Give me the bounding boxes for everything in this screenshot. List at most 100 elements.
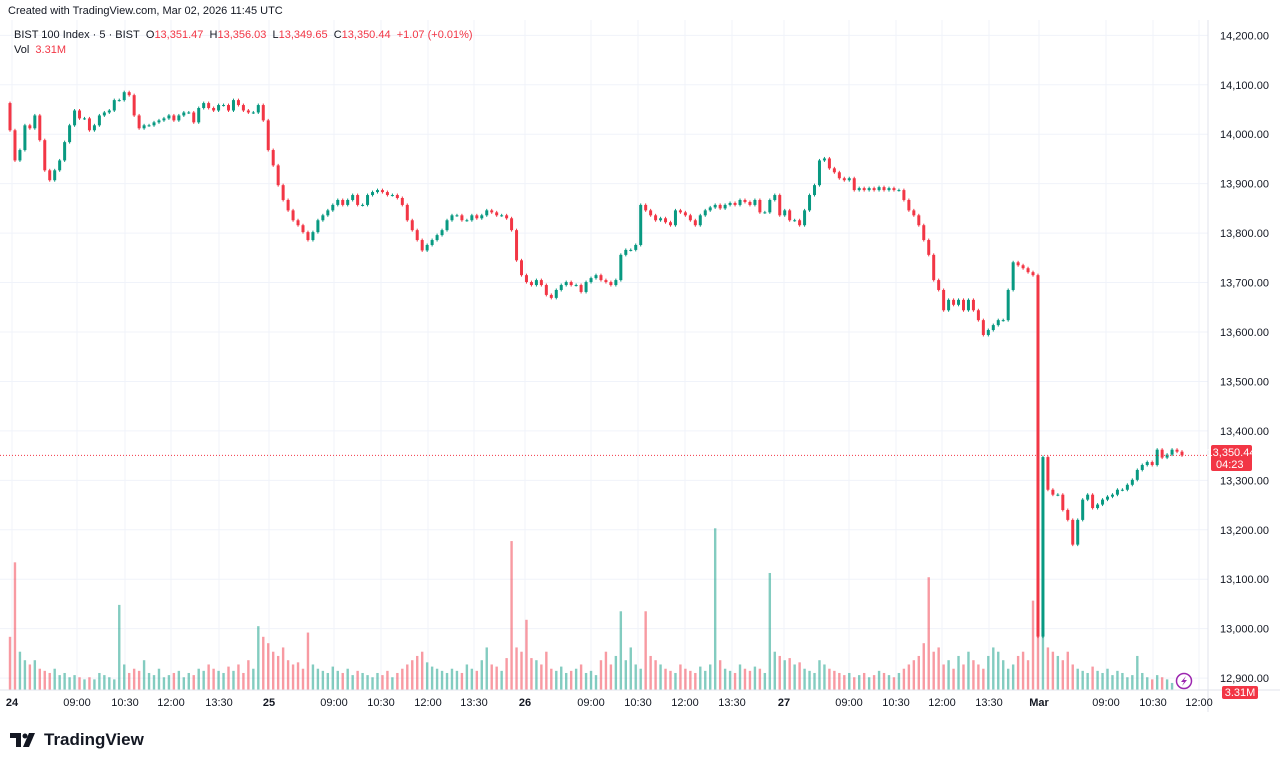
candle-body [758,199,762,213]
time-tick-label: 10:30 [624,697,652,709]
candle-body [251,112,255,114]
price-axis: 14,200.00 14,100.00 14,000.00 13,900.00 13,8… [1220,30,1269,685]
price-tick-label: 14,200.00 [1220,30,1269,42]
volume-bar [828,668,831,690]
volume-bar [848,672,851,690]
volume-bar [336,670,339,690]
candle-body [202,103,206,109]
candle-body [301,225,305,233]
candle-body [505,215,509,219]
candle-body [1175,449,1179,452]
volume-bar [510,541,513,690]
candle-body [942,289,946,311]
candle-body [1135,469,1139,480]
candle-body [266,120,270,151]
volume-bar [649,655,652,690]
volume-bar [1136,655,1139,690]
candle-body [236,100,240,106]
candle-body [882,187,886,191]
candle-body [445,220,449,231]
candle-body [500,215,504,217]
candle-body [490,210,494,213]
lightning-icon[interactable] [1175,672,1193,690]
time-tick-label: 10:30 [111,697,139,709]
candle-body [813,185,817,196]
volume-bar [748,670,752,690]
volume-bar [669,670,672,690]
candle-body [1140,465,1144,470]
volume-bar [833,670,836,690]
candle-body [857,188,861,191]
candle-body [311,232,315,241]
volume-bar [773,651,776,690]
price-tick-label: 13,800.00 [1220,228,1269,240]
candle-body [1011,262,1015,290]
volume-bar [237,664,240,690]
volume-bar [599,660,603,690]
candle-body [167,115,171,119]
volume-bar [912,660,916,690]
volume-bar [470,668,474,690]
candle-body [743,199,747,202]
volume-bar [1031,600,1035,690]
candle-body [132,95,136,116]
volume-bar [1151,679,1154,690]
volume-bar [634,664,637,690]
candle-body [1096,504,1100,509]
volume-bar [952,668,955,690]
candle-body [1001,320,1005,322]
volume-bar [1121,672,1124,690]
candle-body [877,187,881,191]
candle-body [927,240,931,255]
candle-body [867,188,871,191]
volume-bar [689,670,692,690]
candle-body [162,118,166,121]
volume-bar [13,562,17,690]
candle-body [256,105,260,113]
volume-bar [8,636,12,690]
volume-bar [281,647,285,690]
candle-body [683,212,687,216]
volume-bar [897,672,901,690]
candlestick-chart[interactable]: 14,200.00 14,100.00 14,000.00 13,900.00 13,8… [0,0,1280,712]
volume-bar [604,651,608,690]
volume-bar [366,675,369,690]
candle-body [425,244,429,251]
candle-body [346,199,350,205]
volume-bar [713,528,717,690]
volume-bar [267,643,270,690]
volume-bar [316,668,320,690]
volume-bar [535,660,538,690]
volume-bar [420,651,424,690]
time-tick-label: 12:00 [414,697,442,709]
candle-body [1130,479,1134,485]
candle-body [246,110,250,113]
candle-body [1145,462,1149,466]
volume-bar [276,655,280,690]
candle-body [33,115,37,129]
candle-body [366,195,370,205]
volume-bar [1002,660,1005,690]
time-tick-label: 09:00 [320,697,348,709]
volume-bar [803,668,806,690]
candle-body [271,150,275,166]
grid-lines [0,20,1208,690]
volume-bar [947,660,950,690]
candle-body [1120,489,1124,491]
candle-body [1056,494,1060,496]
candle-body [733,202,737,205]
volume-bar [38,668,41,690]
candle-body [475,215,479,219]
candle-body [351,195,355,200]
volume-bar [937,647,940,690]
symbol-info[interactable]: BIST 100 Index · 5 · BIST [14,29,140,41]
volume-bar [664,668,667,690]
volume-bar [922,643,925,690]
volume-bar [247,660,250,690]
candle-body [13,130,17,161]
candle-body [102,112,106,116]
candle-body [624,249,628,255]
volume-bar [977,664,980,690]
time-tick-label: 12:00 [928,697,956,709]
candle-body [440,230,444,236]
